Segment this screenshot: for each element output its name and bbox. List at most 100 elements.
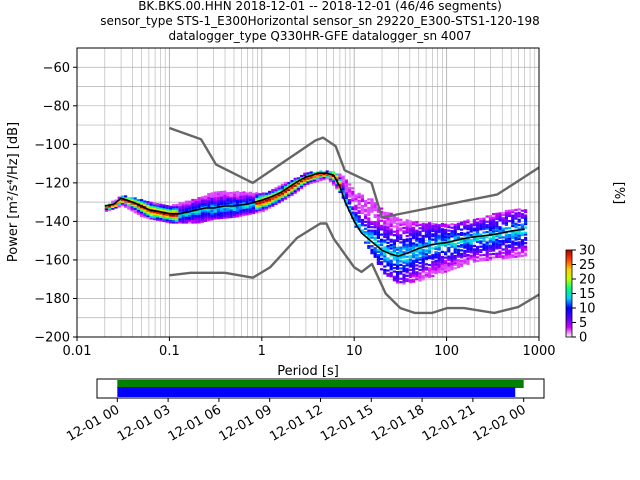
heatmap-cell <box>226 199 230 202</box>
heatmap-cell <box>338 173 342 176</box>
heatmap-cell <box>300 187 304 190</box>
heatmap-cell <box>482 231 486 234</box>
heatmap-cell <box>242 194 246 197</box>
heatmap-cell <box>140 206 144 209</box>
heatmap-cell <box>396 219 400 222</box>
heatmap-cell <box>514 238 518 241</box>
heatmap-cell <box>517 211 521 214</box>
heatmap-cell <box>434 270 438 273</box>
heatmap-cell <box>162 213 166 216</box>
heatmap-cell <box>447 269 451 272</box>
heatmap-cell <box>328 176 332 179</box>
heatmap-cell <box>514 214 518 217</box>
heatmap-cell <box>472 258 476 261</box>
heatmap-cell <box>389 221 393 224</box>
heatmap-cell <box>508 240 512 243</box>
heatmap-cell <box>485 255 489 258</box>
heatmap-cell <box>178 211 182 214</box>
heatmap-cell <box>229 202 233 205</box>
heatmap-cell <box>469 254 473 257</box>
heatmap-cell <box>456 227 460 231</box>
heatmap-cell <box>130 202 134 205</box>
heatmap-cell <box>344 191 348 194</box>
heatmap-cell <box>207 219 211 222</box>
heatmap-cell <box>511 223 515 226</box>
heatmap-cell <box>120 199 124 202</box>
heatmap-cell <box>472 227 476 230</box>
heatmap-cell <box>408 241 412 244</box>
colorbar-tick-label: 20 <box>579 273 596 288</box>
heatmap-cell <box>498 212 502 215</box>
heatmap-cell <box>146 201 150 204</box>
heatmap-cell <box>213 217 217 220</box>
heatmap-cell <box>453 246 457 249</box>
heatmap-cell <box>498 226 502 229</box>
heatmap-cell <box>508 252 512 256</box>
heatmap-cell <box>360 194 364 197</box>
heatmap-cell <box>181 207 185 210</box>
heatmap-cell <box>508 251 512 254</box>
heatmap-cell <box>181 204 185 207</box>
heatmap-cell <box>284 195 288 198</box>
heatmap-cell <box>437 255 441 258</box>
heatmap-cell <box>415 278 419 281</box>
heatmap-cell <box>460 244 464 247</box>
heatmap-cell <box>277 187 281 190</box>
heatmap-cell <box>511 235 515 238</box>
heatmap-cell <box>188 217 192 221</box>
heatmap-cell <box>383 229 387 232</box>
heatmap-cell <box>149 203 153 206</box>
heatmap-cell <box>191 198 195 202</box>
heatmap-cell <box>284 194 288 197</box>
heatmap-cell <box>421 250 425 253</box>
heatmap-cell <box>229 198 233 201</box>
heatmap-cell <box>296 189 300 192</box>
heatmap-cell <box>450 264 454 267</box>
heatmap-cell <box>200 198 204 201</box>
heatmap-cell <box>389 275 393 278</box>
heatmap-cell <box>466 254 470 257</box>
heatmap-cell <box>405 240 409 243</box>
heatmap-cell <box>364 217 368 220</box>
heatmap-cell <box>252 206 256 209</box>
heatmap-cell <box>408 230 412 233</box>
heatmap-cell <box>466 226 470 229</box>
heatmap-cell <box>178 204 182 207</box>
heatmap-cell <box>207 208 211 211</box>
heatmap-cell <box>392 241 396 244</box>
heatmap-cell <box>200 203 204 206</box>
heatmap-cell <box>386 257 390 260</box>
heatmap-cell <box>200 196 204 199</box>
heatmap-cell <box>309 176 313 179</box>
heatmap-cell <box>172 216 176 219</box>
heatmap-cell <box>440 271 444 274</box>
heatmap-cell <box>232 207 236 210</box>
heatmap-cell <box>415 233 419 236</box>
heatmap-cell <box>524 238 528 241</box>
y-tick-label: −180 <box>34 292 70 307</box>
heatmap-cell <box>303 177 307 180</box>
heatmap-cell <box>175 211 179 214</box>
heatmap-cell <box>245 194 249 197</box>
heatmap-cell <box>392 263 396 266</box>
heatmap-cell <box>376 235 380 238</box>
heatmap-cell <box>213 205 217 208</box>
heatmap-cell <box>453 230 457 233</box>
heatmap-cell <box>117 201 121 204</box>
heatmap-cell <box>440 257 444 260</box>
heatmap-cell <box>514 241 518 244</box>
heatmap-cell <box>194 211 198 214</box>
heatmap-cell <box>360 206 364 209</box>
heatmap-cell <box>511 209 515 212</box>
heatmap-cell <box>495 216 499 219</box>
heatmap-cell <box>511 245 515 248</box>
heatmap-cell <box>431 228 435 231</box>
heatmap-cell <box>236 201 240 204</box>
heatmap-cell <box>140 209 144 212</box>
heatmap-cell <box>396 281 400 284</box>
heatmap-cell <box>364 199 368 203</box>
heatmap-cell <box>200 220 204 223</box>
heatmap-cell <box>149 201 153 204</box>
heatmap-cell <box>156 211 160 214</box>
